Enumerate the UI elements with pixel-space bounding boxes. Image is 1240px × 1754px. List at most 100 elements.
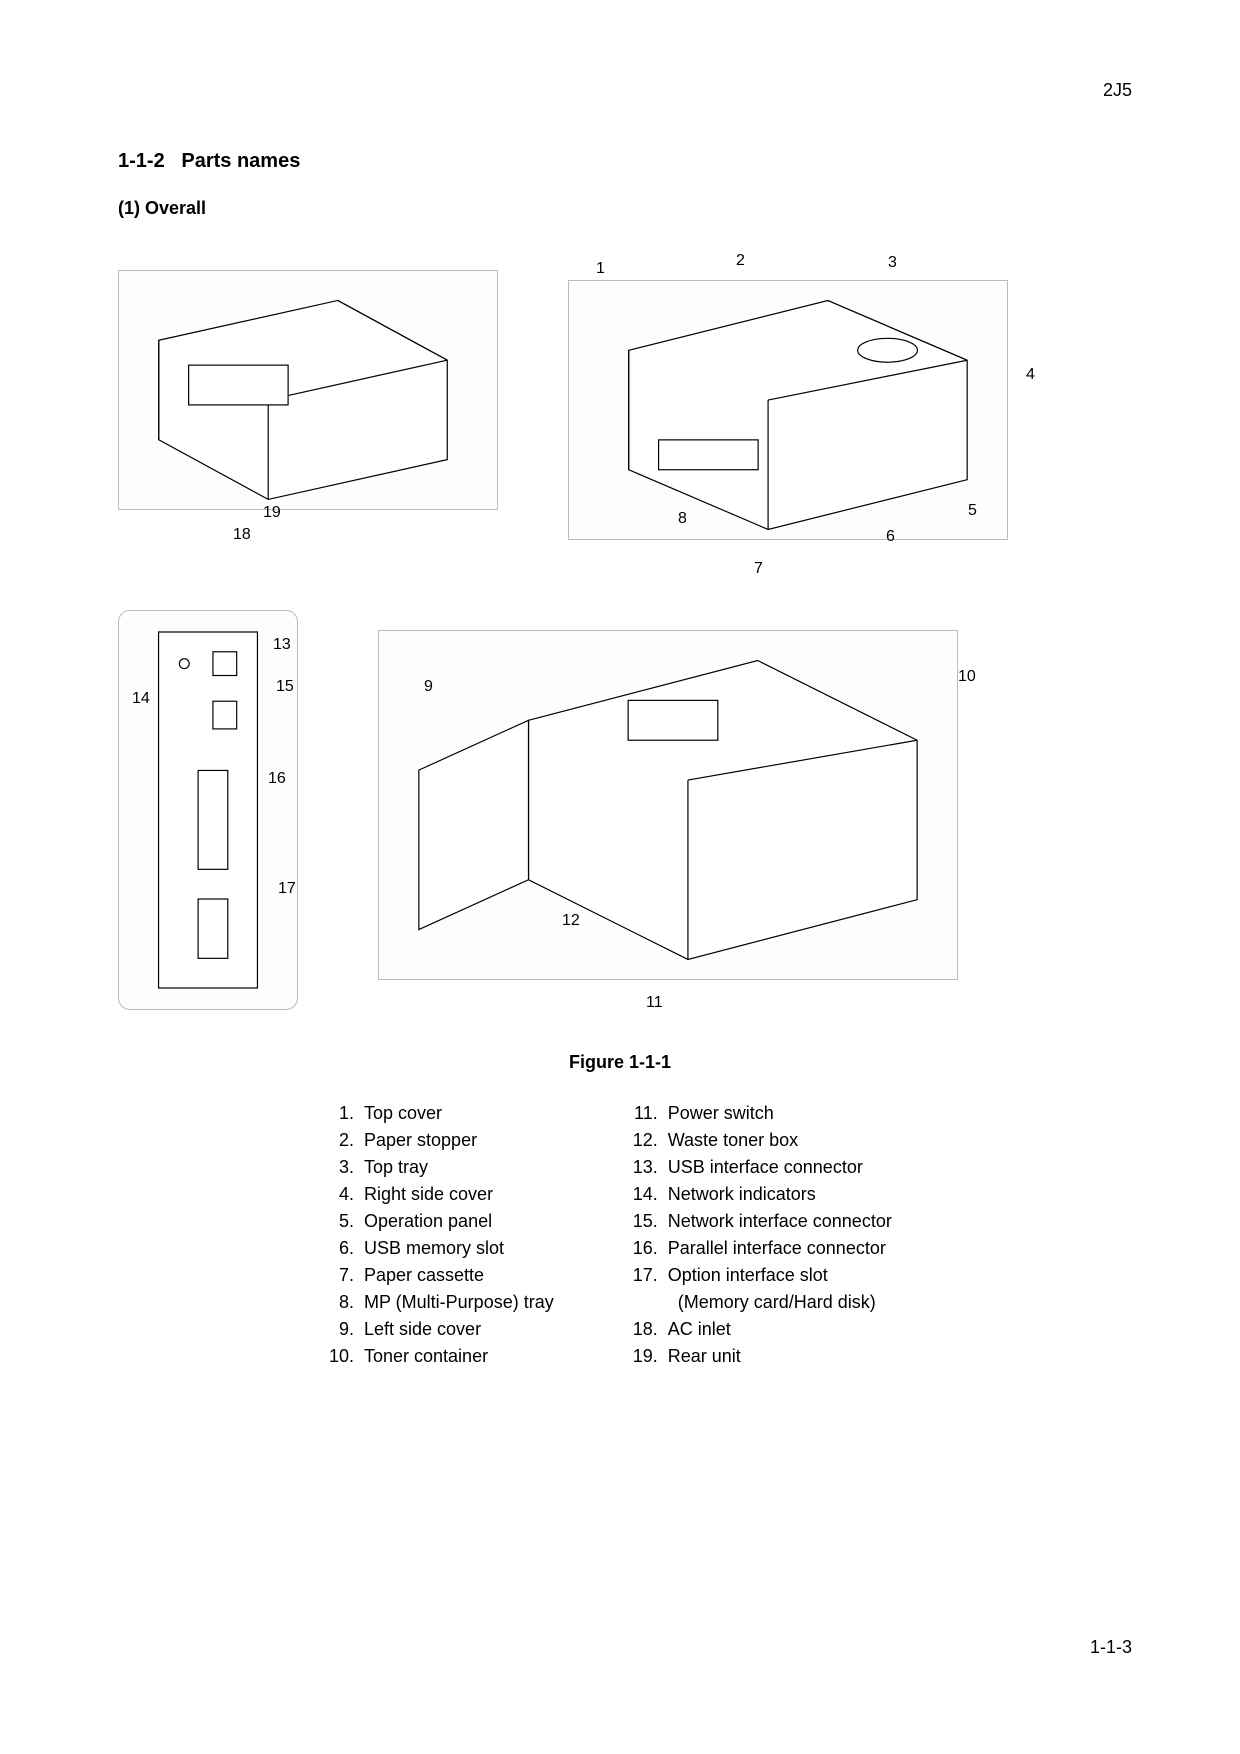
item-label: Power switch: [668, 1100, 892, 1127]
list-item: 6. USB memory slot: [320, 1235, 554, 1262]
section-number: 1-1-2: [118, 150, 165, 172]
printer-front-svg: [569, 280, 1007, 540]
item-num: 16.: [624, 1235, 658, 1262]
item-num: 14.: [624, 1181, 658, 1208]
connector-detail-svg: [119, 610, 297, 1010]
callout-8: 8: [678, 510, 687, 528]
printer-open-svg: [379, 630, 957, 980]
callout-19: 19: [263, 504, 281, 522]
list-item: 1. Top cover: [320, 1100, 554, 1127]
list-item: 8. MP (Multi-Purpose) tray: [320, 1289, 554, 1316]
callout-6: 6: [886, 528, 895, 546]
callout-7: 7: [754, 560, 763, 578]
item-label: Parallel interface connector: [668, 1235, 892, 1262]
item-label: Top cover: [364, 1100, 554, 1127]
section-title: Parts names: [181, 150, 300, 172]
item-num: 18.: [624, 1316, 658, 1343]
callout-5: 5: [968, 502, 977, 520]
item-num: 9.: [320, 1316, 354, 1343]
item-label: Operation panel: [364, 1208, 554, 1235]
item-num: 19.: [624, 1343, 658, 1370]
item-num: 8.: [320, 1289, 354, 1316]
printer-rear-svg: [119, 270, 497, 510]
item-label: MP (Multi-Purpose) tray: [364, 1289, 554, 1316]
callout-9: 9: [424, 678, 433, 696]
item-label: Network indicators: [668, 1181, 892, 1208]
parts-col-left: 1. Top cover 2. Paper stopper 3. Top tray 4…: [320, 1100, 554, 1370]
subsection-number: (1): [118, 198, 140, 218]
item-label: Paper stopper: [364, 1127, 554, 1154]
callout-18: 18: [233, 526, 251, 544]
item-num: 11.: [624, 1100, 658, 1127]
section-heading: 1-1-2 Parts names: [118, 150, 300, 173]
item-label: Left side cover: [364, 1316, 554, 1343]
callout-1: 1: [596, 260, 605, 278]
doc-code: 2J5: [1103, 80, 1132, 101]
list-item: 5. Operation panel: [320, 1208, 554, 1235]
item-label: AC inlet: [668, 1316, 892, 1343]
item-label: Option interface slot: [668, 1262, 892, 1289]
list-item: 9. Left side cover: [320, 1316, 554, 1343]
item-num: 7.: [320, 1262, 354, 1289]
item-label: Paper cassette: [364, 1262, 554, 1289]
item-num: 1.: [320, 1100, 354, 1127]
list-item: 16. Parallel interface connector: [624, 1235, 892, 1262]
page-number: 1-1-3: [1090, 1637, 1132, 1658]
callout-14: 14: [132, 690, 150, 708]
callout-13: 13: [273, 636, 291, 654]
callout-17: 17: [278, 880, 296, 898]
parts-list: 1. Top cover 2. Paper stopper 3. Top tray 4…: [320, 1100, 892, 1370]
figure-area: 18 19 1 2 3 4 5 6 7 8: [118, 260, 1122, 1020]
list-item: 12. Waste toner box: [624, 1127, 892, 1154]
list-item: 4. Right side cover: [320, 1181, 554, 1208]
callout-10: 10: [958, 668, 976, 686]
list-item: 3. Top tray: [320, 1154, 554, 1181]
callout-15: 15: [276, 678, 294, 696]
item-num: [624, 1289, 668, 1316]
callout-16: 16: [268, 770, 286, 788]
item-num: 3.: [320, 1154, 354, 1181]
list-item: (Memory card/Hard disk): [624, 1289, 892, 1316]
list-item: 14. Network indicators: [624, 1181, 892, 1208]
callout-4: 4: [1026, 366, 1035, 384]
item-label: Network interface connector: [668, 1208, 892, 1235]
callout-11: 11: [646, 994, 663, 1012]
item-num: 4.: [320, 1181, 354, 1208]
list-item: 15. Network interface connector: [624, 1208, 892, 1235]
list-item: 11. Power switch: [624, 1100, 892, 1127]
diagram-rear-view: [118, 270, 498, 510]
figure-caption: Figure 1-1-1: [0, 1052, 1240, 1073]
list-item: 2. Paper stopper: [320, 1127, 554, 1154]
item-label: Waste toner box: [668, 1127, 892, 1154]
callout-3: 3: [888, 254, 897, 272]
diagram-front-view: [568, 280, 1008, 540]
item-label: USB memory slot: [364, 1235, 554, 1262]
item-num: 17.: [624, 1262, 658, 1289]
item-label: USB interface connector: [668, 1154, 892, 1181]
item-label: Rear unit: [668, 1343, 892, 1370]
item-label: Top tray: [364, 1154, 554, 1181]
subsection-heading: (1) Overall: [118, 198, 206, 219]
item-num: 6.: [320, 1235, 354, 1262]
list-item: 18. AC inlet: [624, 1316, 892, 1343]
item-num: 10.: [320, 1343, 354, 1370]
list-item: 13. USB interface connector: [624, 1154, 892, 1181]
item-num: 13.: [624, 1154, 658, 1181]
list-item: 7. Paper cassette: [320, 1262, 554, 1289]
item-num: 5.: [320, 1208, 354, 1235]
item-label: Right side cover: [364, 1181, 554, 1208]
list-item: 19. Rear unit: [624, 1343, 892, 1370]
item-num: 2.: [320, 1127, 354, 1154]
diagram-connector-detail: [118, 610, 298, 1010]
subsection-title: Overall: [145, 198, 206, 218]
item-label: (Memory card/Hard disk): [678, 1289, 892, 1316]
diagram-open-view: [378, 630, 958, 980]
parts-col-right: 11. Power switch 12. Waste toner box 13. US…: [624, 1100, 892, 1370]
item-num: 12.: [624, 1127, 658, 1154]
list-item: 10. Toner container: [320, 1343, 554, 1370]
item-num: 15.: [624, 1208, 658, 1235]
item-label: Toner container: [364, 1343, 554, 1370]
list-item: 17. Option interface slot: [624, 1262, 892, 1289]
callout-2: 2: [736, 252, 745, 270]
callout-12: 12: [562, 912, 580, 930]
